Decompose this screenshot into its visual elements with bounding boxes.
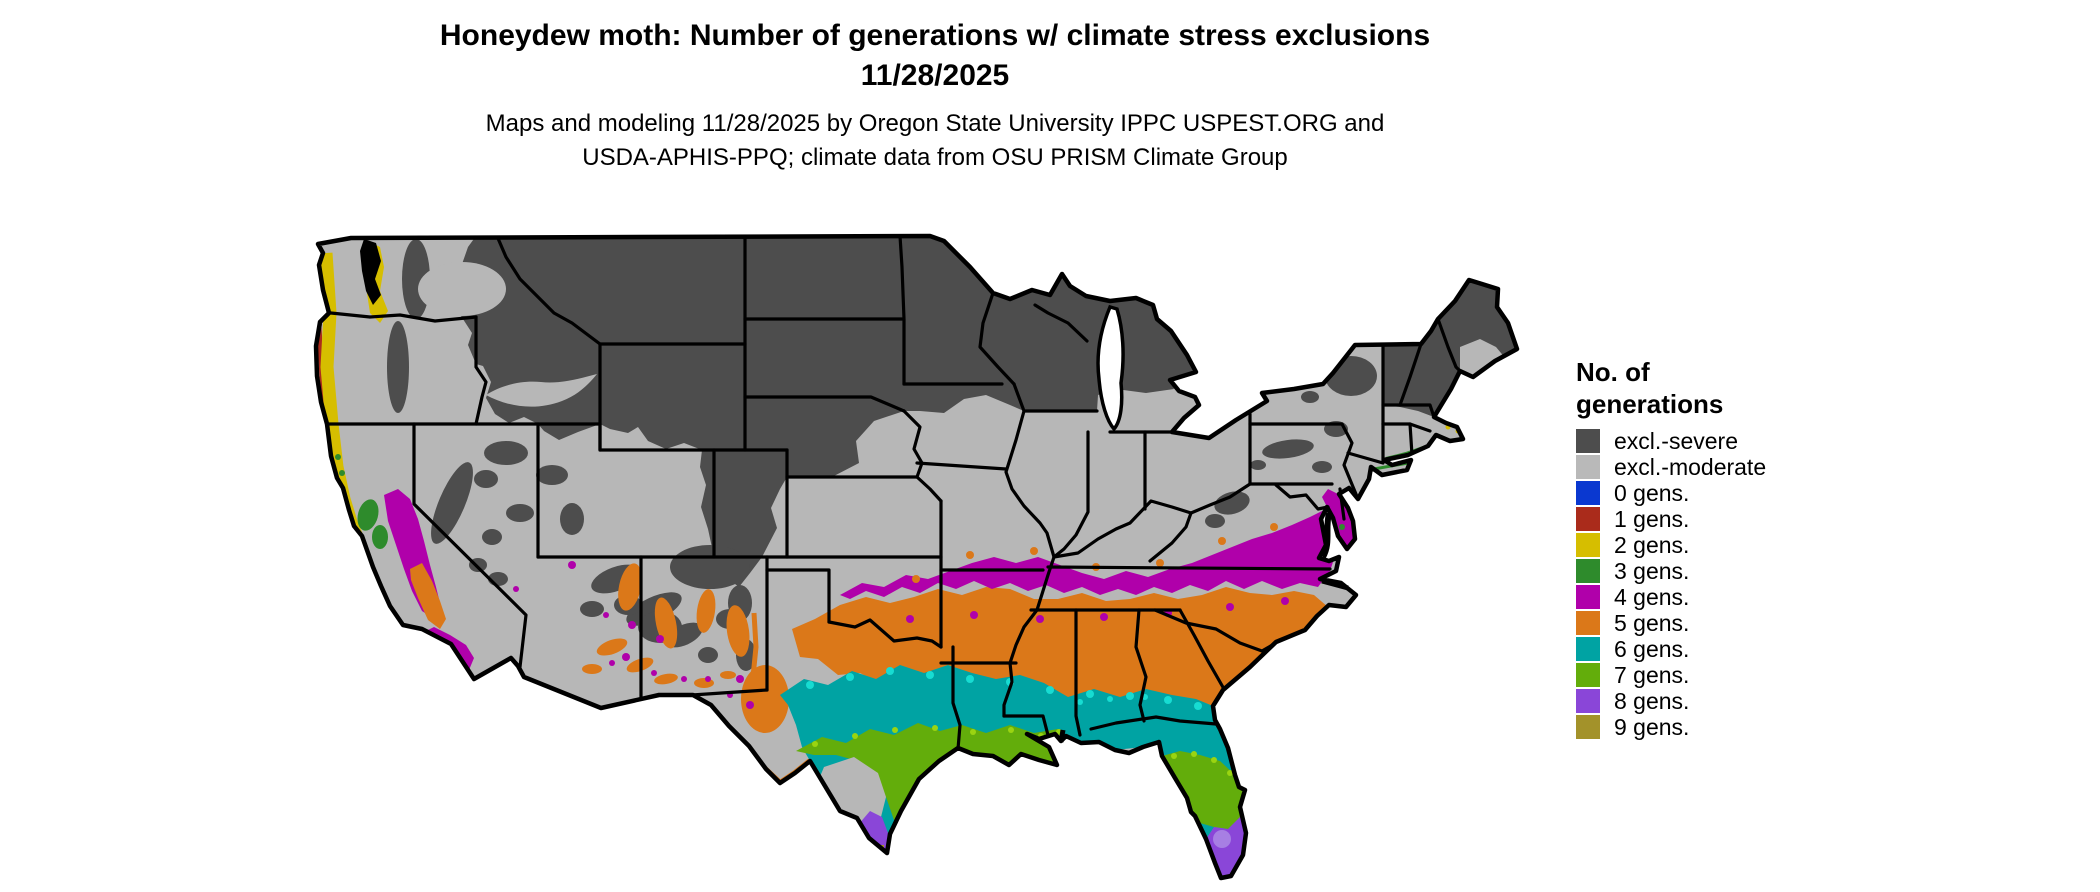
title-block: Honeydew moth: Number of generations w/ … [85,16,1785,175]
legend-item-0-gens: 0 gens. [1576,479,1876,506]
region-8-gens-south-texas [858,811,888,853]
legend: No. of generations excl.-severe excl.-mo… [1576,356,1876,741]
legend-swatch-8-gens [1576,689,1600,713]
state-borders [325,236,1462,751]
legend-label: excl.-moderate [1614,453,1767,480]
legend-items: excl.-severe excl.-moderate 0 gens. 1 ge… [1576,427,1876,740]
legend-label: 0 gens. [1614,479,1690,506]
map-title: Honeydew moth: Number of generations w/ … [439,19,1431,52]
region-severe-sierra [431,462,473,544]
legend-label: 7 gens. [1614,661,1690,688]
us-generations-map [310,227,1525,892]
legend-swatch-excl-severe [1576,429,1600,453]
region-4-gens-delmarva [1322,489,1355,549]
legend-item-excl-moderate: excl.-moderate [1576,453,1876,480]
legend-swatch-7-gens [1576,663,1600,687]
legend-label: 2 gens. [1614,531,1690,558]
legend-title: No. of generations [1576,356,1876,420]
legend-title-line-2: generations [1576,389,1724,419]
legend-swatch-9-gens [1576,715,1600,739]
region-5-gens-band [792,587,1328,729]
legend-title-line-1: No. of [1576,357,1650,387]
legend-item-2-gens: 2 gens. [1576,531,1876,558]
region-8-gens-light-patch [1213,830,1231,848]
legend-item-3-gens: 3 gens. [1576,557,1876,584]
legend-label: 5 gens. [1614,609,1690,636]
legend-item-1-gens: 1 gens. [1576,505,1876,532]
legend-swatch-0-gens [1576,481,1600,505]
map-svg [313,233,1520,881]
region-severe-or-cascades [387,321,409,413]
region-5-gens-rio-grande-nm [750,612,760,698]
legend-label: 3 gens. [1614,557,1690,584]
legend-item-8-gens: 8 gens. [1576,687,1876,714]
legend-swatch-6-gens [1576,637,1600,661]
region-3-gens-blobs [335,454,417,682]
region-6-gens-band [780,665,1246,878]
region-7-gens-tx-la [796,723,1067,823]
chesapeake-bay [1320,512,1332,559]
legend-item-4-gens: 4 gens. [1576,583,1876,610]
legend-label: 6 gens. [1614,635,1690,662]
us-outline [313,233,1520,881]
legend-swatch-5-gens [1576,611,1600,635]
region-5-gens-valley-south [410,563,446,629]
legend-label: 4 gens. [1614,583,1690,610]
region-excl-severe-north [461,236,1196,587]
subtitle-block: Maps and modeling 11/28/2025 by Oregon S… [85,107,1785,175]
legend-swatch-excl-moderate [1576,455,1600,479]
legend-item-9-gens: 9 gens. [1576,713,1876,740]
region-moderate-snake-plain [486,374,597,407]
region-moderate-columbia-basin [418,262,506,316]
water-features [360,239,1349,743]
legend-label: 1 gens. [1614,505,1690,532]
subtitle-line-2: USDA-APHIS-PPQ; climate data from OSU PR… [582,144,1288,171]
region-7-gens-florida [1162,751,1245,829]
map-fill-layers [316,236,1517,878]
legend-swatch-2-gens [1576,533,1600,557]
legend-label: 8 gens. [1614,687,1690,714]
region-4-gens-band [840,509,1340,599]
legend-item-6-gens: 6 gens. [1576,635,1876,662]
legend-item-excl-severe: excl.-severe [1576,427,1876,454]
region-9-gens-keys [878,845,1244,878]
region-5-gens-west-mottle [582,563,789,733]
legend-label: 9 gens. [1614,713,1690,740]
legend-swatch-4-gens [1576,585,1600,609]
legend-swatch-3-gens [1576,559,1600,583]
legend-item-7-gens: 7 gens. [1576,661,1876,688]
legend-item-5-gens: 5 gens. [1576,609,1876,636]
speckle-texture [513,499,1360,776]
legend-label: excl.-severe [1614,427,1738,454]
subtitle-line-1: Maps and modeling 11/28/2025 by Oregon S… [485,110,1385,137]
map-date: 11/28/2025 [860,59,1010,92]
legend-swatch-1-gens [1576,507,1600,531]
lake-michigan [1096,304,1125,432]
puget-sound [360,239,381,305]
